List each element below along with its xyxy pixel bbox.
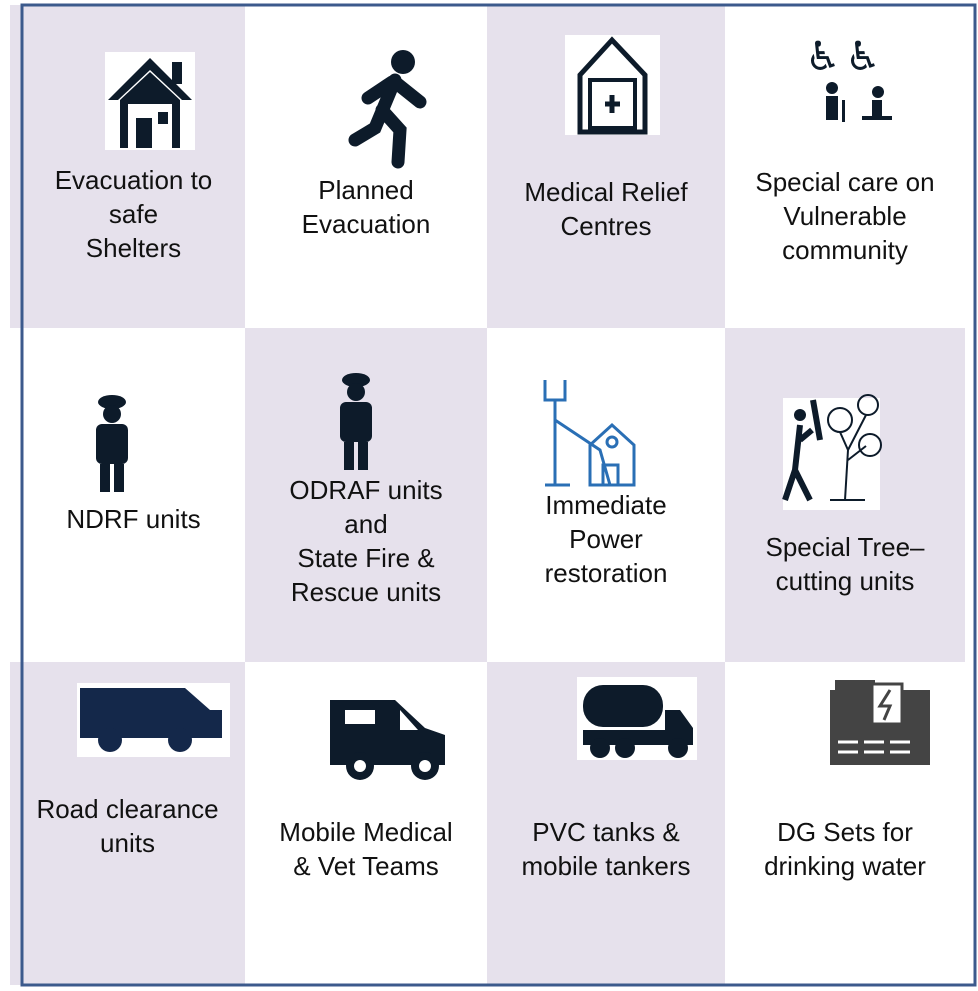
label-line: restoration — [544, 558, 668, 588]
label-line: PVC tanks & — [532, 817, 680, 847]
label-line: Rescue units — [290, 577, 442, 607]
label-line: Road clearance — [36, 794, 219, 824]
label-line: Mobile Medical — [279, 817, 453, 847]
cell-label: ODRAF units and State Fire & Rescue units — [245, 473, 487, 609]
label-line: Power — [569, 524, 643, 554]
cell-label: Evacuation to safe Shelters — [22, 163, 245, 265]
label-line: State Fire & — [297, 543, 435, 573]
label-line: Vulnerable — [783, 201, 907, 231]
label-line: community — [782, 235, 908, 265]
label-line: drinking water — [764, 851, 926, 881]
svg-text:♿: ♿ — [805, 34, 841, 80]
cell-label: Special care on Vulnerable community — [725, 165, 965, 267]
cell-label: Planned Evacuation — [245, 173, 487, 241]
outer-border — [20, 3, 977, 987]
cell-label: PVC tanks & mobile tankers — [487, 815, 725, 883]
label-line: DG Sets for — [777, 817, 913, 847]
cell-label: DG Sets for drinking water — [725, 815, 965, 883]
svg-text:♿: ♿ — [845, 34, 881, 80]
cell-label: NDRF units — [22, 502, 245, 536]
label-line: ODRAF units — [289, 475, 443, 505]
label-line: Centres — [560, 211, 652, 241]
label-line: Immediate — [545, 490, 667, 520]
label-line: Special Tree– — [765, 532, 925, 562]
label-line: Evacuation — [301, 209, 431, 239]
label-line: Evacuation to — [54, 165, 213, 195]
label-line: and — [344, 509, 388, 539]
cell-label: Special Tree– cutting units — [725, 530, 965, 598]
label-line: cutting units — [775, 566, 915, 596]
label-line: safe — [108, 199, 159, 229]
shading — [10, 5, 965, 985]
label-line: mobile tankers — [521, 851, 691, 881]
cell-label: Road clearance units — [10, 792, 245, 860]
cell-label: Mobile Medical & Vet Teams — [245, 815, 487, 883]
label-line: units — [100, 828, 155, 858]
cell-label: Immediate Power restoration — [487, 488, 725, 590]
cell-label: Medical Relief Centres — [487, 175, 725, 243]
label-line: Special care on — [755, 167, 935, 197]
label-line: NDRF units — [66, 504, 201, 534]
label-line: Planned — [318, 175, 414, 205]
label-line: Medical Relief — [524, 177, 688, 207]
label-line: Shelters — [85, 233, 182, 263]
label-line: & Vet Teams — [293, 851, 439, 881]
icons: ♿ ♿ — [77, 34, 930, 780]
